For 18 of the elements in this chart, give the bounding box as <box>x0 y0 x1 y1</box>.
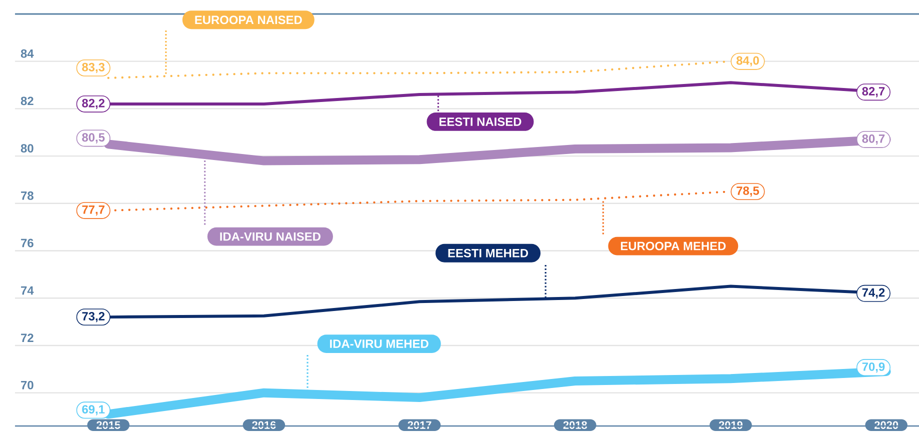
y-tick-label: 70 <box>21 380 34 390</box>
text: EUROOPA NAISED <box>195 16 302 24</box>
y-tick-label: 78 <box>21 191 34 200</box>
text: IDA-VIRU NAISED <box>220 232 320 241</box>
y-tick-label: 76 <box>21 238 34 248</box>
data-label: 80,5 <box>82 133 105 144</box>
legend-label: EESTI NAISED <box>440 117 522 126</box>
y-tick-label: 72 <box>21 334 34 342</box>
data-label: 70,9 <box>862 362 885 373</box>
y-tick-label: 82 <box>20 96 34 106</box>
y-tick-label: 84 <box>20 49 34 58</box>
text: IDA-VIRU MEHED <box>330 340 428 348</box>
data-label: 83,3 <box>82 62 105 74</box>
text: EUROOPA MEHED <box>620 242 726 250</box>
text: EESTI MEHED <box>448 248 528 258</box>
y-tick-label: 74 <box>21 286 34 295</box>
y-tick-label: 80 <box>20 144 34 153</box>
data-label: 69,1 <box>82 405 105 416</box>
